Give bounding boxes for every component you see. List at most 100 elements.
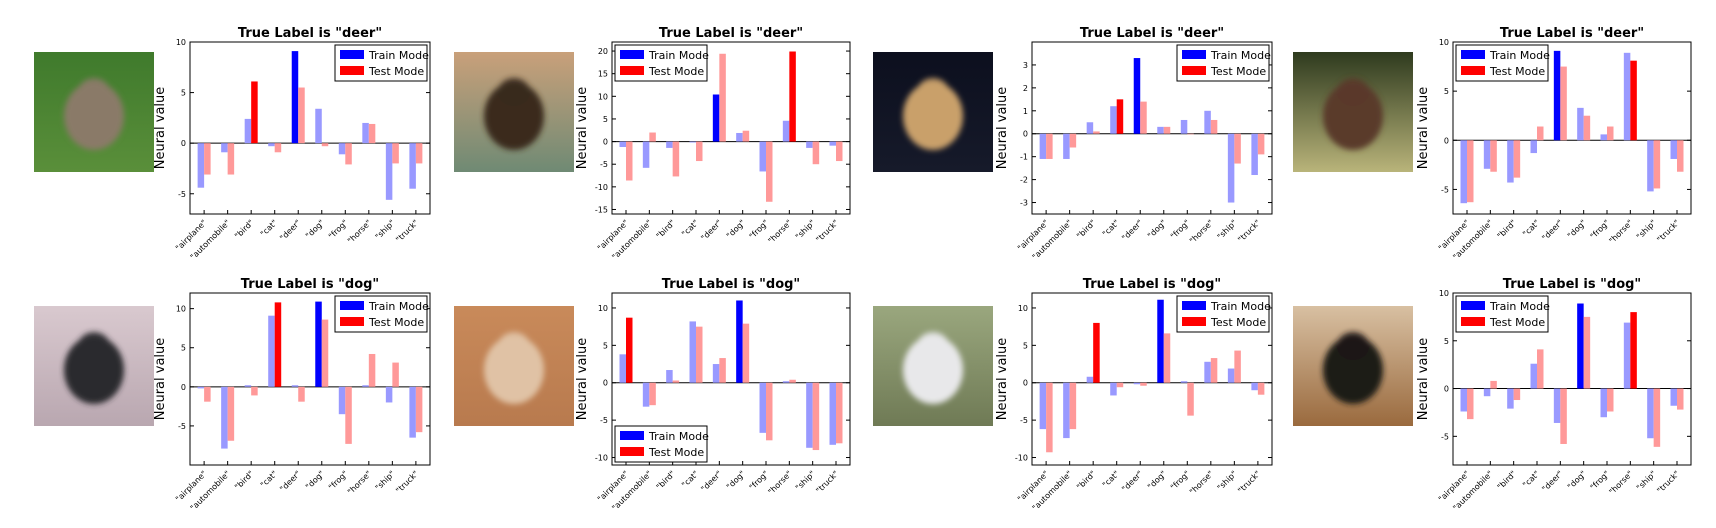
test-bar bbox=[742, 130, 750, 142]
y-tick-label: -2 bbox=[1020, 176, 1028, 185]
legend-label: Train Mode bbox=[1489, 300, 1550, 313]
train-bar bbox=[1180, 119, 1188, 134]
test-bar bbox=[836, 141, 843, 162]
axes-frame bbox=[1031, 41, 1273, 215]
test-bar bbox=[1140, 101, 1147, 134]
bar-chart-7: True Label is "dog" -10 -5 0 5 10 Neural value… bbox=[995, 277, 1273, 513]
test-bar bbox=[1140, 382, 1147, 386]
legend-swatch bbox=[340, 317, 364, 326]
test-bar bbox=[368, 123, 376, 144]
x-tick-label: "cat" bbox=[1101, 218, 1121, 238]
dog-photo-2 bbox=[454, 306, 574, 426]
test-bar bbox=[227, 386, 235, 441]
train-bar bbox=[1180, 381, 1188, 383]
axes-frame bbox=[611, 292, 851, 466]
test-bar bbox=[1607, 388, 1614, 412]
test-bar bbox=[1187, 133, 1194, 135]
legend-swatch bbox=[1182, 66, 1206, 75]
test-bar bbox=[1163, 126, 1171, 134]
train-bar bbox=[806, 382, 813, 448]
train-bar bbox=[1530, 363, 1537, 389]
train-bar bbox=[666, 141, 673, 148]
train-bar bbox=[1623, 322, 1631, 389]
y-tick-label: 20 bbox=[598, 47, 608, 56]
train-bar bbox=[315, 108, 322, 144]
y-tick-label: -5 bbox=[178, 190, 186, 199]
axes-frame bbox=[1452, 41, 1692, 215]
x-tick-label: "cat" bbox=[680, 469, 700, 489]
x-tick-label: "truck" bbox=[394, 218, 420, 244]
test-bar bbox=[251, 81, 258, 144]
x-tick-label: "bird" bbox=[1075, 218, 1098, 241]
train-bar bbox=[782, 120, 790, 142]
y-tick-label: 5 bbox=[1444, 87, 1449, 96]
deer-photo-2 bbox=[454, 52, 574, 172]
x-tick-label: "deer" bbox=[278, 469, 302, 493]
y-tick-label: -5 bbox=[600, 160, 608, 169]
y-tick-label: 5 bbox=[1023, 341, 1028, 350]
y-axis-label: Neural value bbox=[1416, 87, 1431, 170]
x-tick-label: "dog" bbox=[1146, 469, 1168, 491]
train-bar bbox=[197, 386, 205, 389]
x-tick-label: "deer" bbox=[1540, 218, 1564, 242]
x-tick-label: "cat" bbox=[680, 218, 700, 238]
legend-label: Test Mode bbox=[368, 316, 424, 329]
test-bar bbox=[1116, 382, 1124, 388]
train-bar bbox=[268, 315, 275, 387]
y-tick-label: 0 bbox=[1444, 385, 1449, 394]
y-tick-label: 0 bbox=[181, 383, 186, 392]
train-bar bbox=[1553, 50, 1561, 141]
train-bar bbox=[1670, 388, 1677, 406]
train-bar bbox=[1647, 140, 1654, 192]
x-tick-label: "horse" bbox=[346, 469, 373, 496]
legend-label: Test Mode bbox=[1210, 65, 1266, 78]
x-tick-label: "deer" bbox=[1540, 469, 1564, 493]
x-tick-label: "dog" bbox=[1146, 218, 1168, 240]
test-bar bbox=[742, 323, 750, 383]
x-tick-label: "horse" bbox=[1607, 218, 1634, 245]
train-bar bbox=[1157, 126, 1164, 134]
y-tick-label: 3 bbox=[1023, 61, 1028, 70]
train-bar bbox=[712, 94, 720, 142]
test-bar bbox=[626, 317, 633, 383]
test-bar bbox=[227, 143, 235, 175]
axes-frame bbox=[1452, 292, 1692, 466]
x-tick-label: "deer" bbox=[699, 469, 723, 493]
y-tick-label: 0 bbox=[1023, 130, 1028, 139]
x-tick-label: "truck" bbox=[1236, 469, 1262, 495]
train-bar bbox=[1507, 140, 1514, 183]
test-bar bbox=[1653, 140, 1661, 189]
train-bar bbox=[1110, 382, 1117, 396]
train-bar bbox=[221, 386, 228, 449]
test-bar bbox=[672, 380, 680, 383]
x-tick-label: "dog" bbox=[304, 469, 326, 491]
train-bar bbox=[1670, 140, 1677, 159]
x-tick-label: "bird" bbox=[1496, 218, 1519, 241]
test-bar bbox=[1116, 99, 1124, 134]
legend: Train Mode Test Mode bbox=[334, 295, 429, 333]
x-tick-label: "dog" bbox=[725, 469, 747, 491]
train-bar bbox=[1251, 382, 1258, 391]
train-bar bbox=[1133, 58, 1141, 134]
test-bar bbox=[1653, 388, 1661, 447]
train-bar bbox=[1227, 368, 1235, 383]
chart-title: True Label is "deer" bbox=[238, 26, 382, 41]
test-bar bbox=[204, 143, 211, 175]
train-bar bbox=[1039, 133, 1047, 159]
y-tick-label: -10 bbox=[595, 454, 608, 463]
legend-swatch bbox=[1182, 317, 1206, 326]
train-bar bbox=[759, 141, 766, 172]
test-bar bbox=[1490, 140, 1497, 172]
test-bar bbox=[649, 382, 656, 406]
test-bar bbox=[321, 143, 329, 147]
chart-title: True Label is "deer" bbox=[1500, 26, 1644, 41]
train-bar bbox=[221, 143, 228, 153]
train-bar bbox=[806, 141, 813, 148]
x-tick-label: "truck" bbox=[1655, 218, 1681, 244]
train-bar bbox=[642, 141, 650, 168]
y-tick-label: -10 bbox=[1015, 454, 1028, 463]
y-tick-label: 5 bbox=[603, 115, 608, 124]
y-tick-label: 5 bbox=[181, 344, 186, 353]
y-tick-label: 2 bbox=[1023, 84, 1028, 93]
